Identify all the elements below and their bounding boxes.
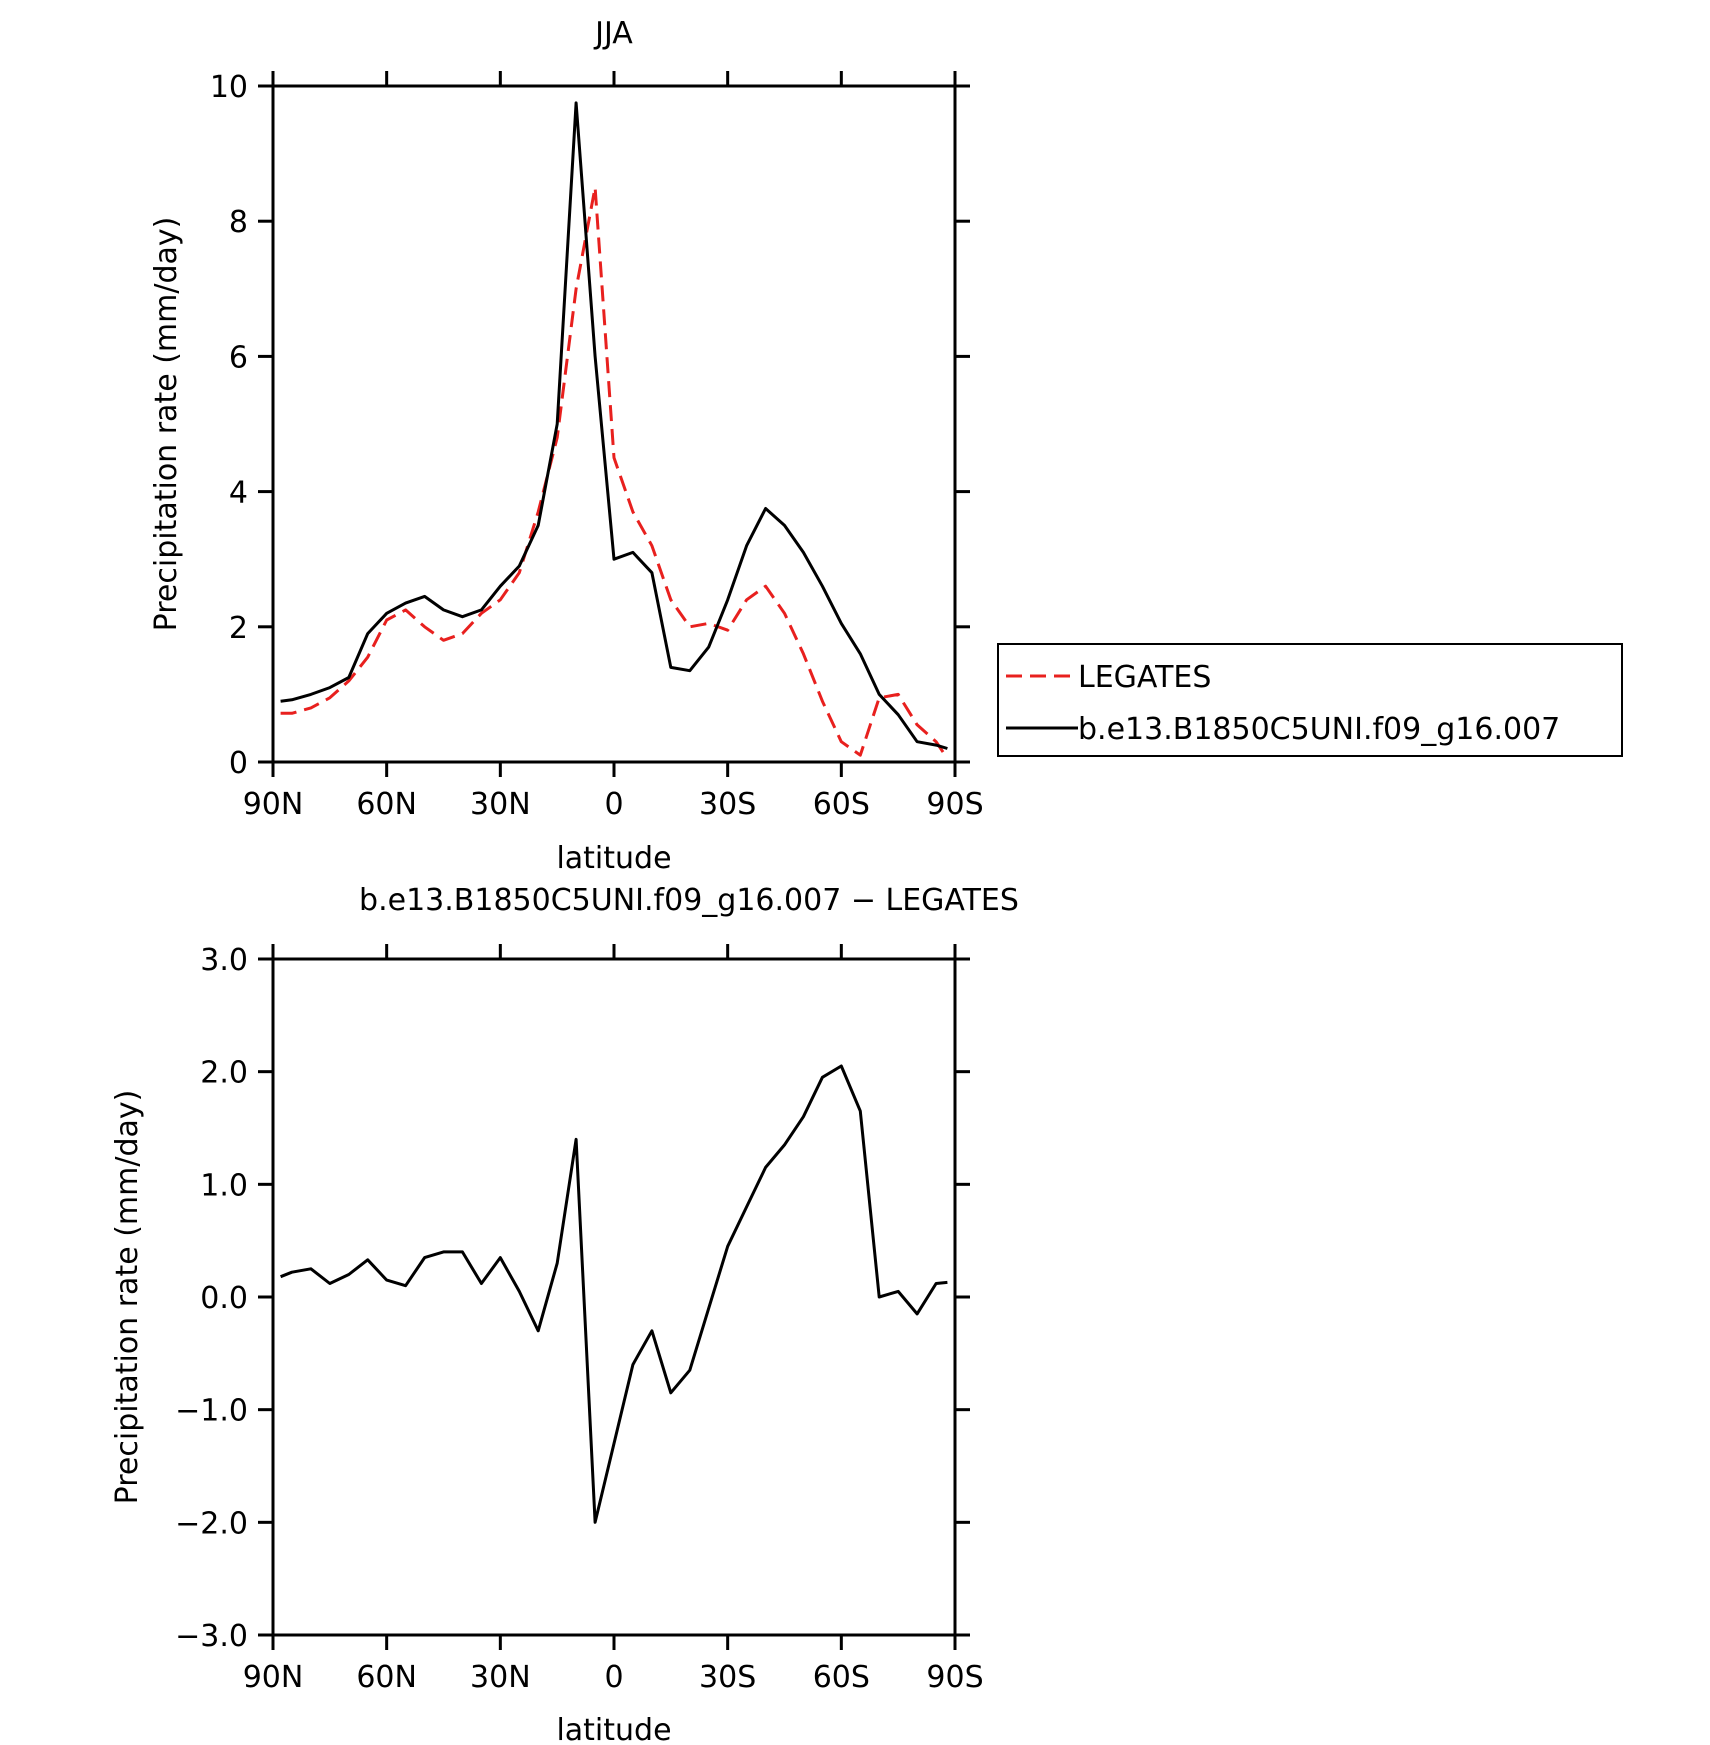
x-tick-label: 0 (604, 787, 623, 822)
legend-box (997, 643, 1623, 757)
x-tick-label: 90N (243, 1660, 304, 1695)
y-tick-label: 8 (229, 205, 248, 240)
x-tick-label: 90N (243, 787, 304, 822)
x-tick-label: 90S (926, 1660, 983, 1695)
x-tick-label: 90S (926, 787, 983, 822)
x-tick-label: 60N (356, 787, 417, 822)
data-line (280, 1064, 948, 1524)
y-tick-label: 0.0 (200, 1281, 248, 1316)
x-tick-label: 60N (356, 1660, 417, 1695)
y-tick-label: 10 (210, 70, 248, 105)
y-tick-label: 3.0 (200, 943, 248, 978)
chart-title: JJA (593, 16, 633, 51)
y-tick-label: 6 (229, 340, 248, 375)
x-tick-label: 60S (813, 1660, 870, 1695)
x-tick-label: 30S (699, 787, 756, 822)
x-tick-label: 30N (470, 1660, 531, 1695)
y-axis-label: Precipitation rate (mm/day) (110, 1090, 145, 1505)
x-tick-label: 30S (699, 1660, 756, 1695)
x-axis-label: latitude (556, 841, 671, 876)
y-tick-label: 1.0 (200, 1168, 248, 1203)
y-tick-label: 2.0 (200, 1056, 248, 1091)
plot-frame (271, 84, 957, 764)
data-line (280, 101, 948, 750)
x-tick-label: 60S (813, 787, 870, 822)
y-tick-label: −1.0 (175, 1394, 248, 1429)
y-tick-label: 4 (229, 476, 248, 511)
plot-frame (271, 957, 957, 1637)
y-tick-label: 2 (229, 611, 248, 646)
legend-label: LEGATES (1078, 660, 1211, 695)
x-tick-label: 0 (604, 1660, 623, 1695)
data-line (280, 185, 949, 760)
legend-label: b.e13.B1850C5UNI.f09_g16.007 (1078, 712, 1560, 747)
y-axis-label: Precipitation rate (mm/day) (149, 217, 184, 632)
y-tick-label: 0 (229, 746, 248, 781)
x-tick-label: 30N (470, 787, 531, 822)
x-axis-label: latitude (556, 1713, 671, 1745)
y-tick-label: −2.0 (175, 1506, 248, 1541)
chart-title: b.e13.B1850C5UNI.f09_g16.007 − LEGATES (359, 883, 1019, 918)
y-tick-label: −3.0 (175, 1619, 248, 1654)
